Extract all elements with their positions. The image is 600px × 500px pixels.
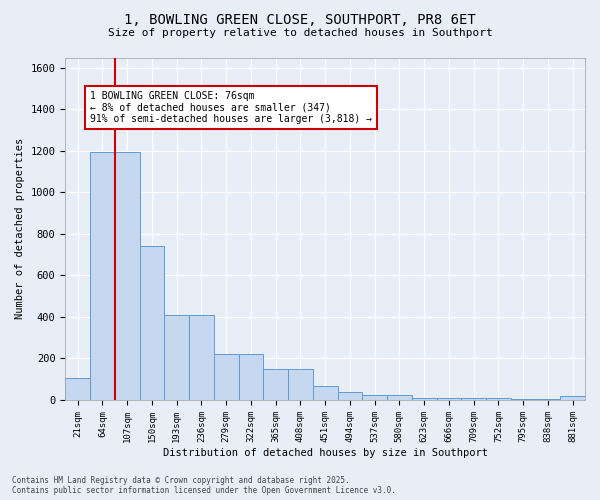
Bar — [362, 395, 387, 400]
Bar — [412, 398, 437, 400]
Bar — [486, 398, 511, 400]
Bar — [189, 315, 214, 400]
Bar — [387, 395, 412, 400]
Text: Contains HM Land Registry data © Crown copyright and database right 2025.
Contai: Contains HM Land Registry data © Crown c… — [12, 476, 396, 495]
Bar — [461, 398, 486, 400]
Text: Size of property relative to detached houses in Southport: Size of property relative to detached ho… — [107, 28, 493, 38]
Bar — [338, 392, 362, 400]
Bar — [214, 354, 239, 400]
Text: 1 BOWLING GREEN CLOSE: 76sqm
← 8% of detached houses are smaller (347)
91% of se: 1 BOWLING GREEN CLOSE: 76sqm ← 8% of det… — [90, 90, 372, 124]
Bar — [437, 398, 461, 400]
Bar — [115, 152, 140, 400]
Text: 1, BOWLING GREEN CLOSE, SOUTHPORT, PR8 6ET: 1, BOWLING GREEN CLOSE, SOUTHPORT, PR8 6… — [124, 12, 476, 26]
Bar — [90, 152, 115, 400]
Bar — [263, 369, 288, 400]
X-axis label: Distribution of detached houses by size in Southport: Distribution of detached houses by size … — [163, 448, 488, 458]
Bar — [536, 399, 560, 400]
Bar — [511, 399, 536, 400]
Bar — [164, 315, 189, 400]
Y-axis label: Number of detached properties: Number of detached properties — [15, 138, 25, 320]
Bar — [140, 246, 164, 400]
Bar — [560, 396, 585, 400]
Bar — [65, 378, 90, 400]
Bar — [288, 369, 313, 400]
Bar — [239, 354, 263, 400]
Bar — [313, 386, 338, 400]
